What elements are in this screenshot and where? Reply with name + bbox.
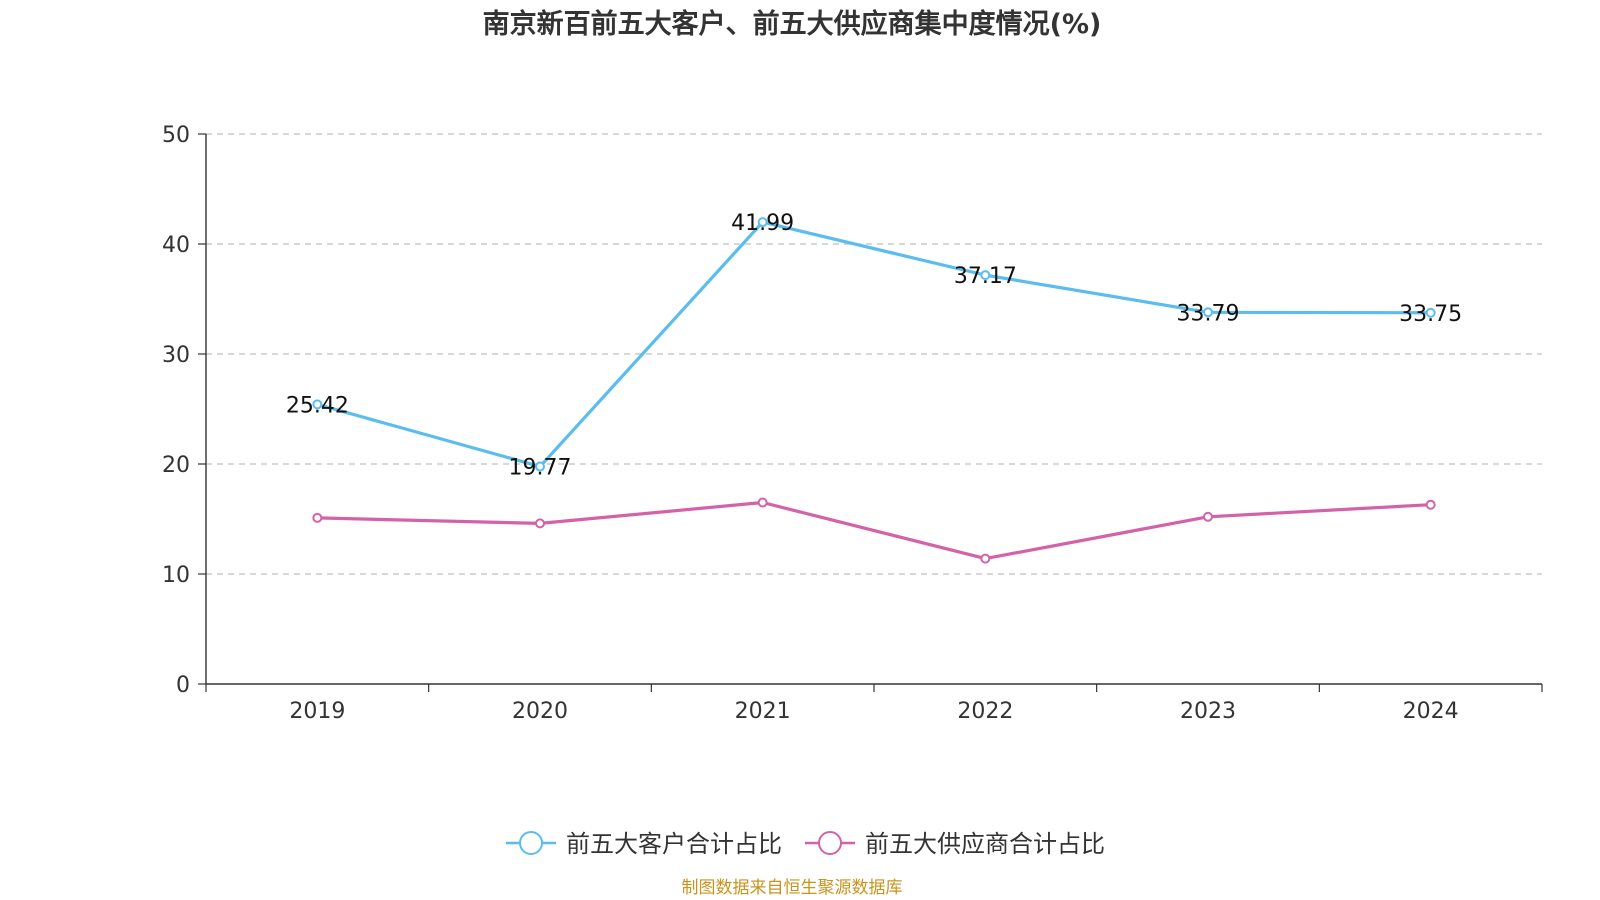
series-1-point-0 [312,512,323,523]
x-tick-label: 2022 [957,699,1013,724]
grid-lines [206,133,1542,575]
x-tick-label: 2024 [1403,699,1459,724]
series-0-point-0 [312,399,323,410]
series-line-0 [316,220,1431,469]
series-0-point-1 [535,461,545,472]
series-0-point-3 [980,270,991,281]
series-1-point-4 [1203,511,1213,522]
series-layer [312,217,1436,564]
y-tick-label: 40 [162,233,190,258]
y-tick-label: 10 [162,563,190,588]
legend-label-0: 前五大客户合计占比 [566,830,782,858]
series-1-point-3 [980,553,991,564]
legend-swatch-marker-0 [519,831,543,855]
series-0-point-2 [757,217,768,228]
data-label: 33.79 [1177,301,1240,326]
series-0-point-5 [1425,307,1436,318]
data-label: 19.77 [509,456,572,481]
y-tick-label: 0 [176,673,190,698]
data-label: 41.99 [731,211,794,236]
x-tick-label: 2020 [512,699,568,724]
data-label: 33.75 [1399,302,1462,327]
series-1-point-1 [535,518,545,529]
y-tick-label: 50 [162,123,190,148]
series-line-1 [317,500,1431,561]
series-1-point-2 [757,497,768,508]
series-1-point-5 [1425,499,1436,510]
series-0-point-4 [1203,307,1213,318]
axes: 0 10 20 30 40 50 2019 2020 2021 2022 2023 2024 [162,123,1543,724]
legend-swatch-marker-1 [818,831,842,855]
source-note: 制图数据来自恒生聚源数据库 [682,878,903,898]
data-labels: 25.42 19.77 41.99 37.17 33.79 33.75 [286,211,1462,480]
y-tick-label: 30 [162,343,190,368]
chart-title: 南京新百前五大客户、前五大供应商集中度情况(%) [483,8,1102,40]
legend: 前五大客户合计占比 前五大供应商合计占比 [506,830,1105,858]
x-tick-label: 2023 [1180,699,1236,724]
x-tick-label: 2021 [735,699,791,724]
x-tick-label: 2019 [289,699,345,724]
legend-label-1: 前五大供应商合计占比 [865,830,1105,858]
data-label: 37.17 [954,264,1017,289]
y-tick-label: 20 [162,453,190,478]
data-label: 25.42 [286,393,349,418]
